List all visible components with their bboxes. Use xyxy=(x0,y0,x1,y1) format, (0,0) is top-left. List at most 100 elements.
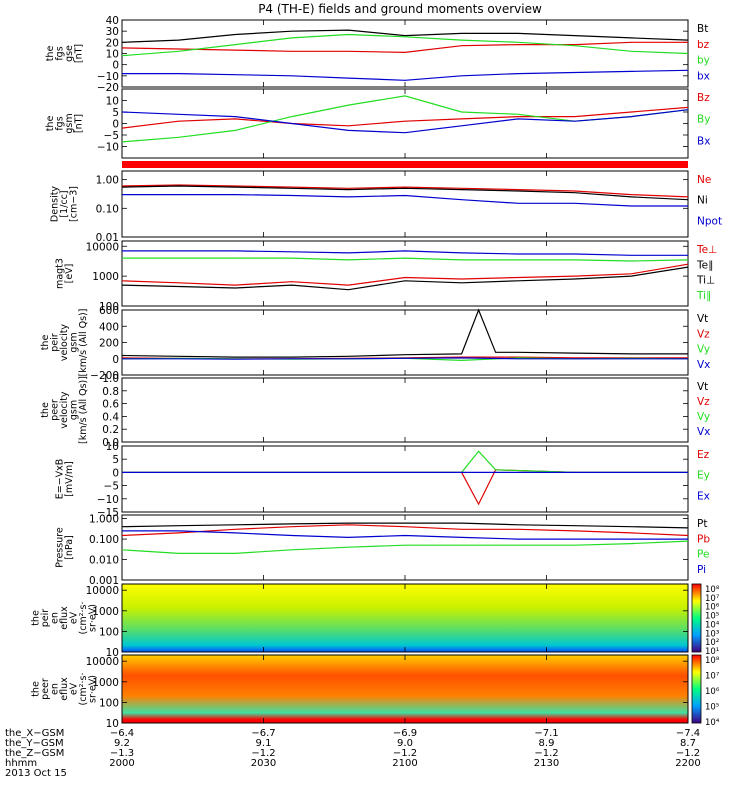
y-axis-label: gsm xyxy=(69,332,80,352)
series-line-Bx xyxy=(121,109,689,134)
y-tick-label: 5 xyxy=(112,107,119,119)
series-line-Bt xyxy=(121,29,689,43)
y-axis-label: [1/cc] xyxy=(59,190,70,217)
y-axis-label: [eV] xyxy=(64,264,75,284)
series-line-Te⊥ xyxy=(121,263,689,286)
y-axis-label: the xyxy=(31,681,42,697)
colorbar-label: 10⁴ xyxy=(705,718,720,728)
y-axis-label: [km/s (All Qs)] xyxy=(78,376,89,444)
y-axis-label: gsm xyxy=(69,400,80,420)
panel-pressure: 0.001 0.010 0.100 1.000 Pressure[nPa] Pt Pb Pe P… xyxy=(54,514,710,587)
x-axis-row-label: hhmm xyxy=(5,758,37,769)
legend-entry: Ne xyxy=(697,174,711,186)
y-tick-label: 0.01 xyxy=(96,232,119,244)
legend-entry: Vz xyxy=(697,328,710,340)
legend-entry: Bt xyxy=(697,23,708,35)
colorbar-label: 10¹ xyxy=(705,647,719,657)
y-tick-label: 10 xyxy=(106,441,119,453)
spectrogram-fill xyxy=(122,584,688,652)
series-line-Pt xyxy=(121,522,689,529)
colorbar-label: 10⁵ xyxy=(705,703,719,713)
legend-entry: Vy xyxy=(697,411,710,423)
y-tick-label: 10000 xyxy=(86,241,119,253)
series-line-by xyxy=(121,33,689,57)
x-axis-value: 9.2 xyxy=(114,738,130,749)
y-tick-label: 0.0 xyxy=(102,437,119,449)
y-tick-label: 10 xyxy=(106,718,119,730)
y-tick-label: −200 xyxy=(90,370,119,382)
y-tick-label: 1000 xyxy=(92,677,119,689)
y-axis-label: [mV/m] xyxy=(64,461,75,497)
x-axis-value: −1.2 xyxy=(534,748,558,759)
y-axis-label: (cm²·s· xyxy=(78,602,89,635)
colorbar-label: 10³ xyxy=(705,629,719,639)
x-axis-value: 2200 xyxy=(675,758,700,769)
series-line-Bz xyxy=(121,106,689,129)
series-line-Pb xyxy=(121,524,689,537)
panel-temperature: 100 1000 10000 magt3[eV] Te⊥ Te∥ Ti⊥ Ti∥ xyxy=(54,240,717,313)
y-tick-label: −10 xyxy=(97,142,119,154)
series-line-bz xyxy=(121,41,688,54)
y-axis-label: magt3 xyxy=(54,258,65,289)
x-axis-value: 2100 xyxy=(392,758,417,769)
y-axis-label: peer xyxy=(40,678,51,700)
y-tick-label: 1.00 xyxy=(96,175,119,187)
x-axis-value: −1.3 xyxy=(110,748,134,759)
x-axis-value: 8.9 xyxy=(539,738,555,749)
legend-entry: Vz xyxy=(697,396,710,408)
panel-peer_velocity: 0.00.20.40.60.81.0 thepeervelocitygsm[km/… xyxy=(40,373,710,449)
x-axis-row-label: the_Z−GSM xyxy=(5,748,64,759)
y-axis-label: eflux xyxy=(59,677,70,701)
y-axis-label: fgs xyxy=(54,46,65,60)
y-tick-label: 100 xyxy=(99,301,119,313)
y-tick-label: 10000 xyxy=(86,656,119,668)
colorbar xyxy=(691,654,702,724)
panels-group: −20−10010203040thefgsgse[nT]Btbzbybx−10−… xyxy=(31,15,723,730)
y-axis-label: fgs xyxy=(54,116,65,130)
y-tick-label: 20 xyxy=(106,37,119,49)
y-axis-label: the xyxy=(45,116,56,132)
x-axis-value: −1.2 xyxy=(251,748,275,759)
y-axis-label: the xyxy=(40,335,51,351)
x-axis-value: 8.7 xyxy=(680,738,696,749)
legend-entry: Te∥ xyxy=(696,259,713,271)
legend-entry: bx xyxy=(697,70,710,82)
x-axis-value: 2030 xyxy=(251,758,276,769)
y-axis-label: eV xyxy=(69,611,80,624)
colorbar-label: 10⁷ xyxy=(705,672,720,682)
y-axis-label: sr·eV) xyxy=(88,604,99,632)
legend-entry: Ez xyxy=(697,449,710,461)
y-tick-label: 40 xyxy=(106,15,119,27)
y-axis-label: peer xyxy=(50,399,61,421)
colorbar-label: 10⁶ xyxy=(705,687,720,697)
series-line-bx xyxy=(122,69,689,81)
x-axis-value: −6.9 xyxy=(393,728,417,739)
y-tick-label: 30 xyxy=(106,26,119,38)
x-axis-row-label: the_X−GSM xyxy=(5,728,64,739)
y-tick-label: −10 xyxy=(97,494,119,506)
legend-entry: bz xyxy=(697,39,710,51)
x-axis-row-label: the_Y−GSM xyxy=(5,738,64,749)
x-axis-value: 2000 xyxy=(109,758,134,769)
colorbar-label: 10⁶ xyxy=(705,603,720,613)
x-axis-value: −7.1 xyxy=(534,728,558,739)
y-tick-label: 0.100 xyxy=(89,534,119,546)
y-tick-label: 100 xyxy=(99,697,119,709)
y-axis-label: [cm−3] xyxy=(69,186,80,222)
y-tick-label: 10000 xyxy=(86,585,119,597)
y-axis-label: peir xyxy=(50,333,61,352)
colorbar-label: 10² xyxy=(705,638,719,648)
y-axis-label: Density xyxy=(50,186,61,222)
legend-entry: Ni xyxy=(697,195,708,207)
series-line-Ti⊥ xyxy=(122,250,688,256)
y-axis-label: peir xyxy=(40,609,51,628)
y-axis-label: en xyxy=(50,612,61,624)
y-tick-label: 10 xyxy=(106,49,119,61)
legend-entry: By xyxy=(697,114,710,126)
